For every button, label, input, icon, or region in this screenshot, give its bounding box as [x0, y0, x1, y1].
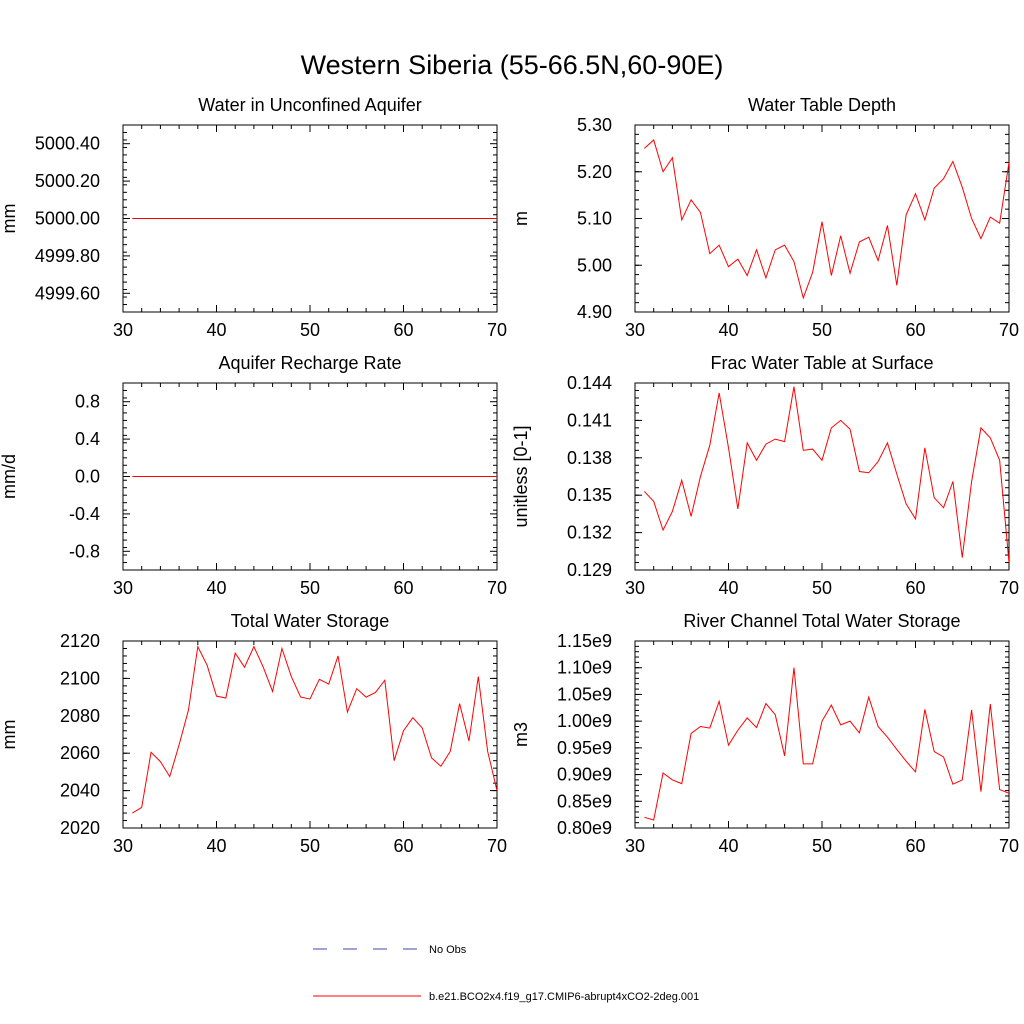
y-tick-label: 4999.60 — [35, 283, 100, 303]
x-tick-label: 40 — [206, 320, 226, 340]
x-tick-label: 70 — [487, 578, 507, 598]
y-axis-label: mm — [0, 204, 19, 234]
x-tick-label: 60 — [905, 320, 925, 340]
x-tick-label: 50 — [812, 578, 832, 598]
x-tick-label: 60 — [905, 578, 925, 598]
panel-title: River Channel Total Water Storage — [683, 611, 960, 631]
x-tick-label: 50 — [812, 836, 832, 856]
y-tick-label: 0.138 — [567, 448, 612, 468]
series-line — [132, 644, 497, 814]
y-tick-label: 5000.20 — [35, 171, 100, 191]
x-tick-label: 50 — [300, 836, 320, 856]
y-axis-label: mm — [0, 720, 19, 750]
y-axis-label: m — [511, 211, 531, 226]
x-tick-label: 30 — [625, 578, 645, 598]
series-line — [644, 139, 1009, 300]
y-tick-label: 5.20 — [577, 162, 612, 182]
x-tick-label: 30 — [113, 320, 133, 340]
x-tick-label: 40 — [718, 578, 738, 598]
plot-frame — [634, 382, 1010, 571]
panel-3: Aquifer Recharge Rate mm/d 30 40 50 60 70 -0.8 -… — [0, 353, 507, 598]
y-tick-label: 1.10e9 — [557, 658, 612, 678]
x-tick-label: 50 — [300, 578, 320, 598]
y-tick-label: 0.132 — [567, 523, 612, 543]
x-tick-label: 40 — [206, 836, 226, 856]
y-axis-label: m3 — [511, 722, 531, 747]
y-tick-label: 0.141 — [567, 410, 612, 430]
panel-title: Aquifer Recharge Rate — [218, 353, 401, 373]
x-tick-label: 30 — [625, 836, 645, 856]
panel-6: River Channel Total Water Storage m3 30 40 5… — [511, 611, 1019, 856]
y-tick-label: 0.135 — [567, 485, 612, 505]
x-tick-label: 50 — [300, 320, 320, 340]
plot-frame — [634, 124, 1010, 313]
y-tick-label: 0.4 — [75, 429, 100, 449]
x-tick-label: 50 — [812, 320, 832, 340]
panel-2: Water Table Depth m 30 40 50 60 70 4.90 5.00 5.10… — [511, 95, 1019, 340]
y-tick-label: 1.15e9 — [557, 631, 612, 651]
x-tick-label: 40 — [718, 320, 738, 340]
x-tick-label: 70 — [487, 836, 507, 856]
y-axis-label: unitless [0-1] — [511, 425, 531, 527]
x-tick-label: 70 — [999, 836, 1019, 856]
y-tick-label: 5.10 — [577, 209, 612, 229]
y-tick-label: 2020 — [60, 818, 100, 838]
x-tick-label: 70 — [487, 320, 507, 340]
x-tick-label: 70 — [999, 578, 1019, 598]
x-tick-label: 40 — [718, 836, 738, 856]
x-tick-label: 60 — [393, 836, 413, 856]
series-line — [644, 667, 1009, 821]
panel-1: Water in Unconfined Aquifer mm 30 40 50 60 70 4… — [0, 95, 507, 340]
legend-label-no-obs: No Obs — [429, 944, 467, 956]
y-tick-label: 0.0 — [75, 467, 100, 487]
y-tick-label: 5000.00 — [35, 209, 100, 229]
y-tick-label: 1.00e9 — [557, 711, 612, 731]
panel-title: Water Table Depth — [748, 95, 896, 115]
x-tick-label: 60 — [393, 320, 413, 340]
y-tick-label: 1.05e9 — [557, 684, 612, 704]
plot-frame — [122, 640, 498, 829]
y-tick-label: 0.8 — [75, 392, 100, 412]
y-axis-label: mm/d — [0, 454, 19, 499]
legend-label-model: b.e21.BCO2x4.f19_g17.CMIP6-abrupt4xCO2-2… — [429, 991, 699, 1003]
y-tick-label: 0.144 — [567, 373, 612, 393]
x-tick-label: 30 — [113, 836, 133, 856]
y-tick-label: 4999.80 — [35, 246, 100, 266]
y-tick-label: 0.80e9 — [557, 818, 612, 838]
y-tick-label: 5.30 — [577, 115, 612, 135]
y-tick-label: 2100 — [60, 668, 100, 688]
y-tick-label: -0.8 — [69, 541, 100, 561]
y-tick-label: 2080 — [60, 706, 100, 726]
panel-5: Total Water Storage mm 30 40 50 60 70 2020 2040 2… — [0, 611, 507, 856]
y-tick-label: -0.4 — [69, 504, 100, 524]
y-tick-label: 0.90e9 — [557, 765, 612, 785]
series-line — [643, 386, 1009, 563]
x-tick-label: 70 — [999, 320, 1019, 340]
y-tick-label: 5.00 — [577, 255, 612, 275]
x-tick-label: 60 — [393, 578, 413, 598]
panel-title: Total Water Storage — [231, 611, 389, 631]
panels-container: Water in Unconfined Aquifer mm 30 40 50 60 70 4… — [0, 95, 1019, 856]
y-tick-label: 2040 — [60, 781, 100, 801]
x-tick-label: 40 — [206, 578, 226, 598]
y-tick-label: 2120 — [60, 631, 100, 651]
x-tick-label: 30 — [625, 320, 645, 340]
y-tick-label: 0.85e9 — [557, 791, 612, 811]
figure-title: Western Siberia (55-66.5N,60-90E) — [301, 50, 724, 80]
panel-4: Frac Water Table at Surface unitless [0-1… — [511, 353, 1019, 598]
y-tick-label: 2060 — [60, 743, 100, 763]
y-tick-label: 4.90 — [577, 302, 612, 322]
y-tick-label: 0.95e9 — [557, 738, 612, 758]
x-tick-label: 30 — [113, 578, 133, 598]
panel-title: Frac Water Table at Surface — [710, 353, 933, 373]
legend: No Obs b.e21.BCO2x4.f19_g17.CMIP6-abrupt… — [313, 944, 699, 1003]
y-tick-label: 5000.40 — [35, 134, 100, 154]
x-tick-label: 60 — [905, 836, 925, 856]
panel-title: Water in Unconfined Aquifer — [198, 95, 421, 115]
y-tick-label: 0.129 — [567, 560, 612, 580]
